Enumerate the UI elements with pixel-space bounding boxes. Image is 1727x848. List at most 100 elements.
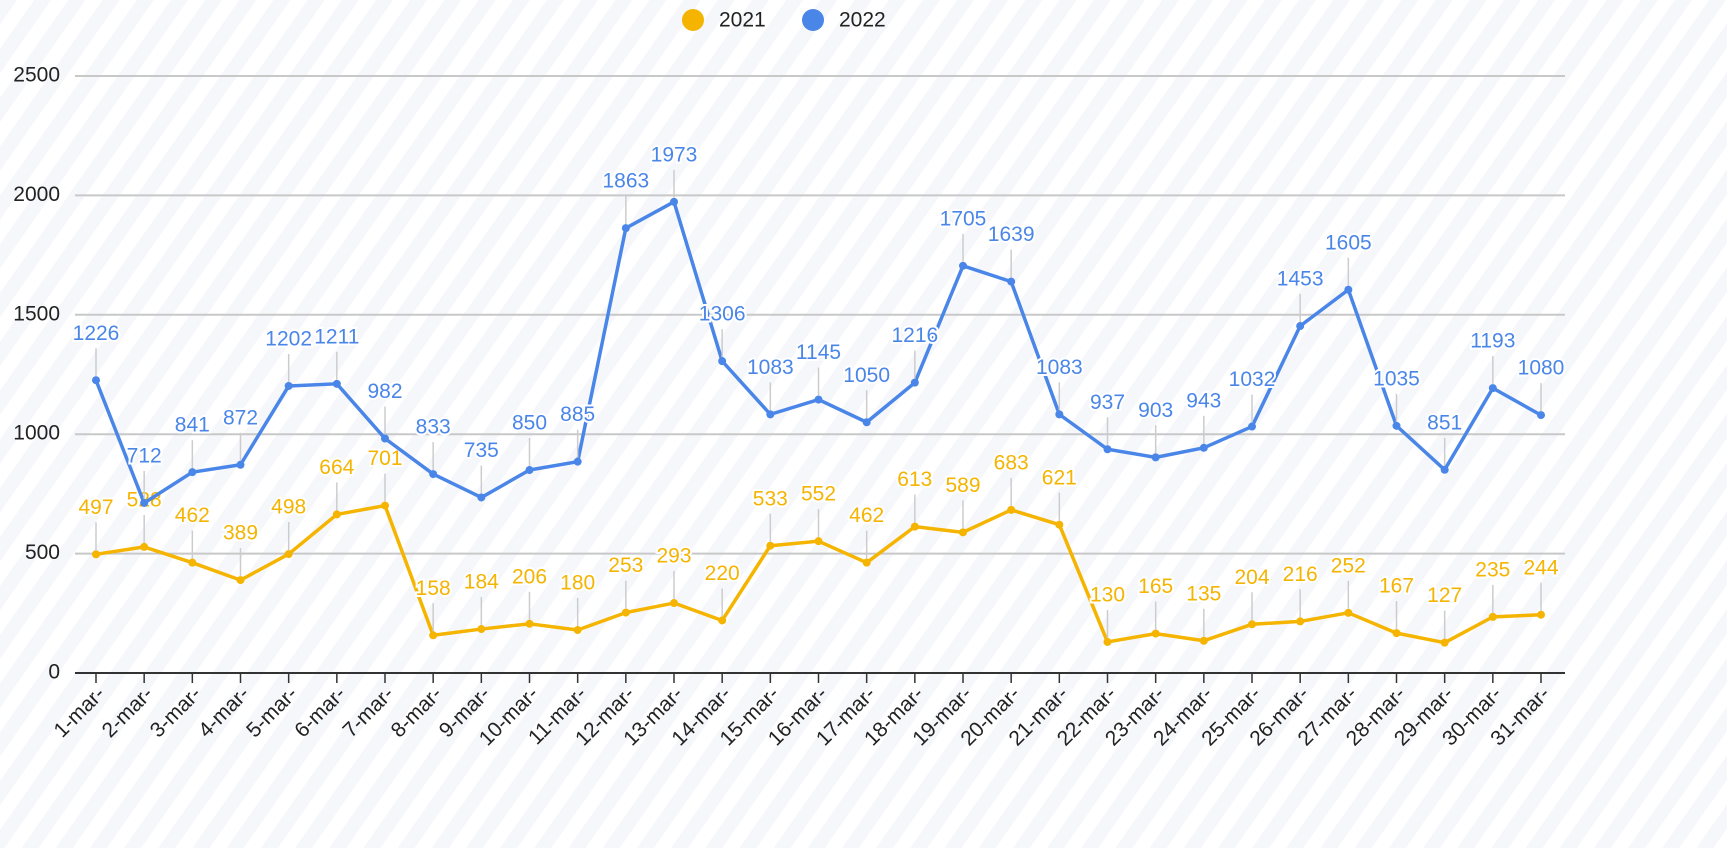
y-tick-label: 1000 [13, 422, 60, 445]
point [814, 395, 823, 404]
point [573, 457, 582, 466]
data-label: 1863 [602, 170, 649, 193]
point [381, 501, 389, 510]
point [1103, 637, 1112, 646]
point [862, 558, 871, 567]
point [92, 550, 100, 559]
data-label: 833 [416, 416, 451, 439]
legend-label: 2022 [839, 9, 886, 32]
data-label: 462 [849, 504, 884, 527]
data-label: 850 [512, 412, 547, 435]
point [1296, 322, 1305, 331]
point [525, 619, 534, 628]
point [621, 224, 630, 233]
data-label: 664 [319, 456, 354, 479]
data-label: 1453 [1277, 268, 1324, 291]
point [92, 376, 100, 385]
point [718, 357, 727, 366]
point [1055, 520, 1064, 529]
data-label: 701 [367, 447, 402, 470]
data-label: 982 [367, 380, 402, 403]
point [959, 528, 967, 537]
data-label: 252 [1331, 554, 1366, 577]
point [1296, 617, 1305, 626]
data-label: 1083 [747, 356, 794, 379]
y-tick-label: 0 [48, 661, 60, 684]
point [910, 522, 919, 531]
point [766, 410, 775, 419]
data-label: 1080 [1518, 357, 1565, 380]
data-label: 885 [560, 403, 595, 426]
point [1537, 411, 1545, 420]
data-label: 872 [223, 406, 258, 429]
point [284, 550, 293, 559]
y-tick-label: 2500 [13, 64, 60, 87]
point [1055, 410, 1064, 419]
data-label: 244 [1523, 556, 1558, 579]
point [332, 379, 341, 388]
data-label: 621 [1042, 466, 1077, 489]
point [1488, 384, 1497, 393]
point [284, 381, 293, 390]
data-label: 497 [78, 496, 113, 519]
data-label: 165 [1138, 575, 1173, 598]
point [1440, 638, 1449, 647]
point [140, 498, 149, 507]
y-tick-label: 1500 [13, 302, 60, 325]
data-label: 220 [705, 562, 740, 585]
data-label: 589 [945, 474, 980, 497]
point [1537, 610, 1545, 619]
data-label: 389 [223, 522, 258, 545]
data-label: 253 [608, 554, 643, 577]
data-label: 127 [1427, 584, 1462, 607]
point [670, 197, 678, 206]
data-label: 158 [416, 577, 451, 600]
data-label: 1639 [988, 223, 1035, 246]
point [814, 537, 823, 546]
data-label: 1032 [1229, 368, 1276, 391]
data-label: 552 [801, 483, 836, 506]
legend-marker [682, 9, 704, 31]
point [573, 626, 582, 635]
data-label: 1306 [699, 303, 746, 326]
point [1488, 612, 1497, 621]
data-label: 712 [127, 445, 162, 468]
point [1199, 636, 1208, 645]
legend-marker [802, 9, 824, 31]
data-label: 216 [1283, 563, 1318, 586]
point [862, 418, 871, 427]
point [140, 542, 149, 551]
data-label: 1202 [265, 328, 312, 351]
data-label: 1050 [843, 364, 890, 387]
data-label: 1211 [314, 325, 359, 348]
data-label: 937 [1090, 391, 1125, 414]
data-label: 293 [656, 545, 691, 568]
point [766, 541, 775, 550]
point [332, 510, 341, 519]
point [236, 576, 245, 585]
point [1007, 505, 1016, 514]
data-label: 462 [175, 504, 210, 527]
point [1007, 277, 1016, 286]
data-label: 1705 [940, 207, 987, 230]
point [1440, 465, 1449, 474]
point [718, 616, 727, 625]
point [1392, 421, 1401, 430]
data-label: 533 [753, 487, 788, 510]
data-label: 841 [175, 414, 210, 437]
data-label: 498 [271, 496, 306, 519]
data-label: 235 [1475, 558, 1510, 581]
legend-label: 2021 [719, 9, 766, 32]
data-label: 135 [1186, 582, 1221, 605]
point [429, 631, 438, 640]
point [1199, 443, 1208, 452]
data-label: 180 [560, 572, 595, 595]
data-label: 1083 [1036, 356, 1083, 379]
data-label: 204 [1234, 566, 1269, 589]
data-label: 167 [1379, 575, 1414, 598]
point [188, 558, 197, 567]
data-label: 613 [897, 468, 932, 491]
data-label: 1193 [1470, 330, 1515, 353]
point [1344, 285, 1353, 294]
